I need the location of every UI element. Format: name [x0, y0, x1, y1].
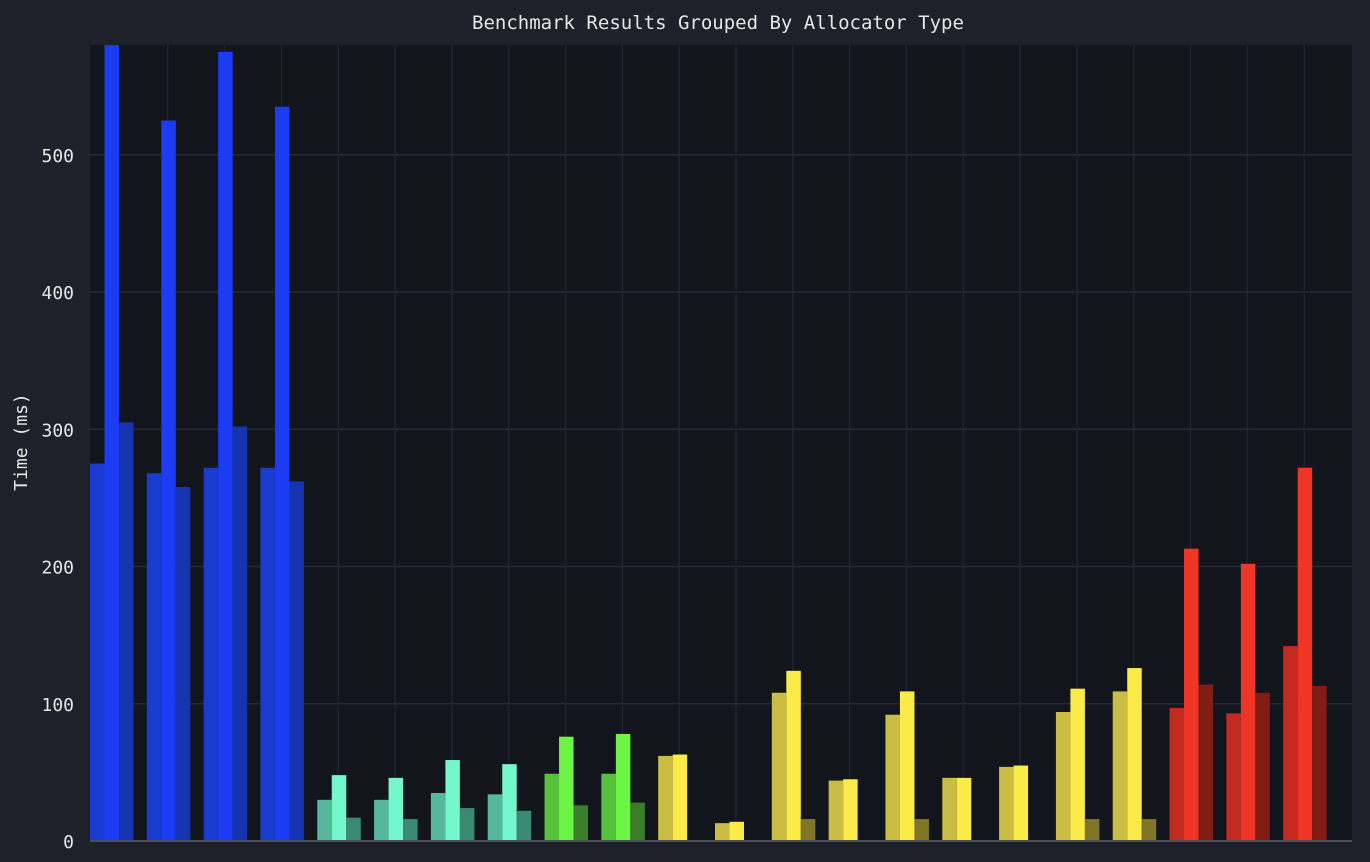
bar-g9-s1: [544, 773, 560, 841]
y-tick-label: 500: [41, 146, 74, 167]
chart-title: Benchmark Results Grouped By Allocator T…: [472, 12, 964, 34]
bar-g9-s3: [573, 805, 589, 841]
bar-g14-s2: [843, 779, 858, 841]
y-tick-label: 100: [41, 695, 74, 716]
y-tick-label: 200: [41, 558, 74, 579]
bar-g16-s1: [942, 777, 957, 841]
bar-g22-s3: [1312, 685, 1327, 841]
bar-g9-s2: [559, 736, 574, 841]
bar-g3-s3: [232, 426, 248, 841]
bar-g5-s3: [346, 817, 361, 841]
bar-g2-s2: [161, 120, 176, 841]
bar-g17-s1: [999, 766, 1014, 841]
bar-g20-s1: [1169, 707, 1185, 841]
bar-g10-s2: [615, 733, 631, 841]
bar-g21-s1: [1226, 713, 1241, 841]
bar-g6-s2: [388, 777, 404, 841]
bar-g10-s1: [601, 773, 616, 841]
bar-g8-s2: [502, 764, 517, 841]
y-tick-label: 0: [63, 832, 74, 853]
bar-g10-s3: [630, 802, 645, 841]
bar-g7-s3: [459, 808, 475, 841]
bar-g21-s2: [1240, 563, 1256, 841]
bar-g4-s1: [260, 467, 275, 841]
bar-g8-s3: [516, 810, 532, 841]
bar-g2-s1: [146, 473, 162, 841]
bar-g4-s3: [289, 481, 304, 841]
y-tick-label: 400: [41, 283, 74, 304]
bar-g16-s2: [956, 777, 972, 841]
bar-g7-s1: [430, 792, 446, 841]
bar-g12-s1: [715, 823, 730, 841]
bar-g4-s2: [274, 106, 290, 842]
bar-g20-s2: [1184, 548, 1199, 841]
bar-g19-s3: [1141, 819, 1157, 841]
bar-g7-s2: [445, 760, 460, 841]
bar-g5-s2: [331, 775, 347, 841]
bar-g1-s3: [119, 422, 134, 841]
bar-g18-s2: [1070, 688, 1085, 841]
bar-g22-s2: [1297, 467, 1313, 841]
bar-g22-s1: [1283, 646, 1298, 841]
bar-g6-s3: [403, 819, 418, 841]
bar-g2-s3: [175, 486, 191, 841]
bar-g3-s2: [218, 51, 233, 842]
bar-g11-s1: [658, 755, 673, 841]
bar-g19-s2: [1127, 668, 1142, 841]
bar-g15-s2: [899, 691, 915, 841]
bar-g11-s2: [672, 754, 688, 841]
bar-g3-s1: [203, 467, 219, 841]
bar-g8-s1: [487, 794, 503, 841]
bar-g6-s1: [374, 799, 389, 841]
bar-g18-s3: [1084, 819, 1100, 841]
bar-g17-s2: [1013, 765, 1029, 841]
bar-g14-s1: [828, 780, 844, 841]
bars: [90, 45, 1327, 842]
y-axis-ticks: 0 100 200 300 400 500: [41, 146, 74, 853]
bar-g12-s2: [729, 821, 744, 841]
bar-g20-s3: [1198, 684, 1214, 841]
bar-g1-s1: [90, 463, 105, 841]
bar-g5-s1: [317, 799, 332, 841]
bar-g13-s2: [786, 670, 801, 841]
bar-g13-s3: [800, 819, 816, 841]
bar-g1-s2: [104, 45, 119, 841]
bar-g18-s1: [1055, 711, 1071, 841]
y-tick-label: 300: [41, 420, 74, 441]
bar-g21-s3: [1255, 692, 1270, 841]
bar-g15-s3: [914, 819, 929, 841]
bar-g19-s1: [1112, 691, 1128, 841]
y-axis-label: Time (ms): [11, 393, 32, 491]
bar-g13-s1: [771, 692, 787, 841]
bar-g15-s1: [885, 714, 900, 841]
